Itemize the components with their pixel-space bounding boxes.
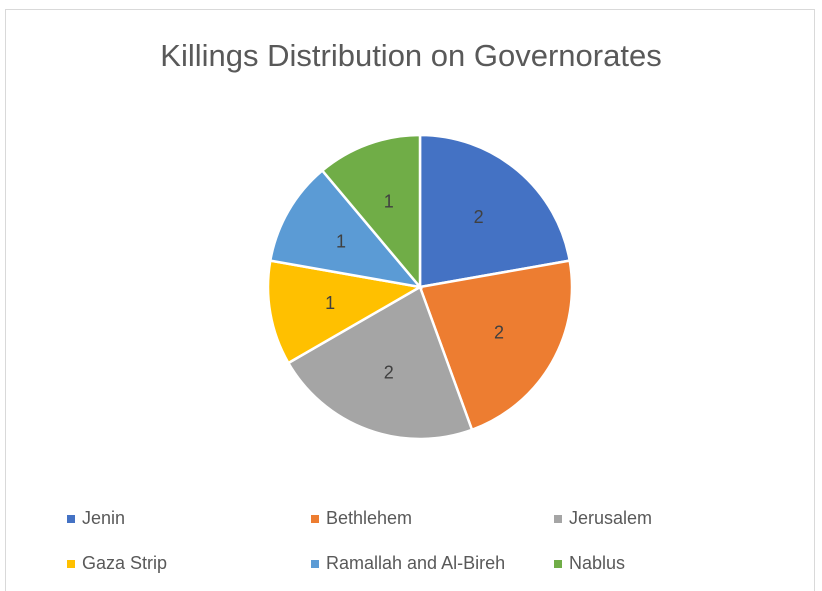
pie-slice-ramallah-and-al-bireh [268,168,424,289]
data-label-bethlehem: 2 [494,323,504,343]
data-label-jenin: 2 [474,207,484,227]
pie-slice-gaza-strip [266,259,424,365]
data-label-gaza-strip: 1 [325,293,335,313]
pie-slice-jerusalem [286,285,474,441]
pie-slice-jenin [418,133,572,289]
data-label-ramallah-and-al-bireh: 1 [336,231,346,251]
chart-title: Killings Distribution on Governorates [160,38,662,73]
data-label-nablus: 1 [384,191,394,211]
pie-slice-bethlehem [418,259,574,432]
data-label-jerusalem: 2 [384,363,394,383]
pie-slice-nablus [320,133,422,291]
